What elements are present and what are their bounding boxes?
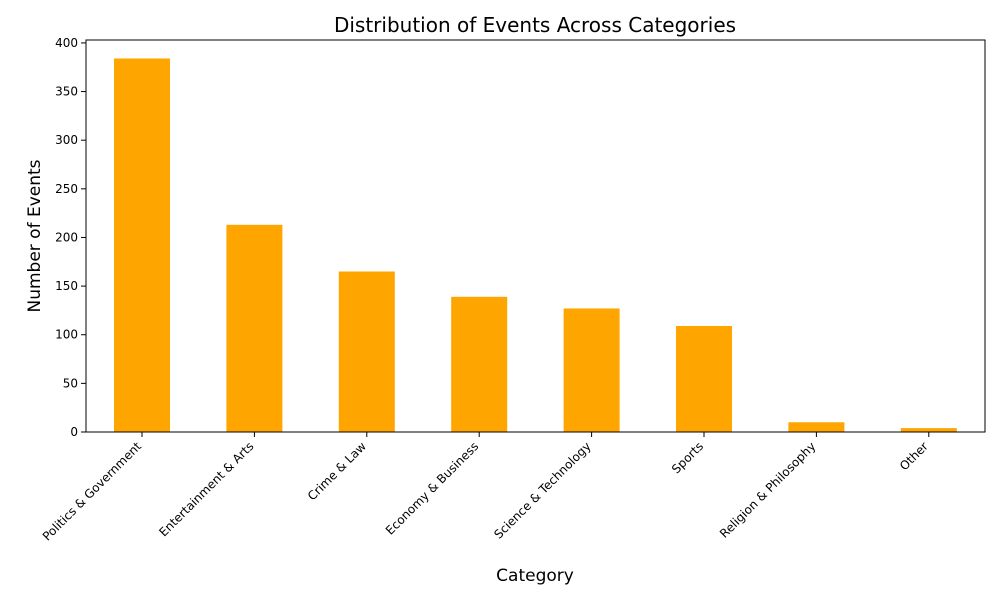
y-axis-label: Number of Events — [25, 159, 45, 312]
bar — [676, 325, 732, 432]
y-tick-label: 150 — [55, 279, 78, 293]
bar — [563, 308, 620, 432]
y-tick-label: 400 — [55, 36, 78, 50]
bar — [226, 224, 283, 432]
y-tick-label: 250 — [55, 182, 78, 196]
x-tick-label: Politics & Government — [40, 439, 145, 544]
x-tick-label: Crime & Law — [305, 439, 369, 503]
x-tick-label: Sports — [669, 439, 706, 476]
y-tick-label: 350 — [55, 85, 78, 99]
y-tick-label: 0 — [70, 425, 78, 439]
y-tick-label: 200 — [55, 230, 78, 244]
bar — [788, 422, 845, 432]
x-axis-label: Category — [496, 566, 574, 586]
y-tick-label: 300 — [55, 133, 78, 147]
x-tick-label: Entertainment & Arts — [156, 439, 256, 539]
x-tick-label: Science & Technology — [491, 439, 593, 541]
x-tick-label: Other — [897, 439, 931, 473]
chart-title: Distribution of Events Across Categories — [334, 13, 736, 37]
bar — [451, 296, 508, 432]
y-tick-label: 50 — [63, 376, 78, 390]
bar — [338, 271, 395, 432]
y-tick-label: 100 — [55, 328, 78, 342]
bar — [900, 428, 957, 432]
bars-group — [114, 58, 957, 433]
plot-frame — [85, 39, 986, 433]
x-axis-ticks: Politics & Government Entertainment & Art… — [40, 432, 931, 544]
bar — [114, 58, 170, 433]
y-axis-ticks: 0 50 100 150 200 250 300 350 400 — [55, 36, 86, 439]
x-tick-label: Economy & Business — [383, 439, 481, 537]
x-tick-label: Religion & Philosophy — [717, 439, 818, 540]
